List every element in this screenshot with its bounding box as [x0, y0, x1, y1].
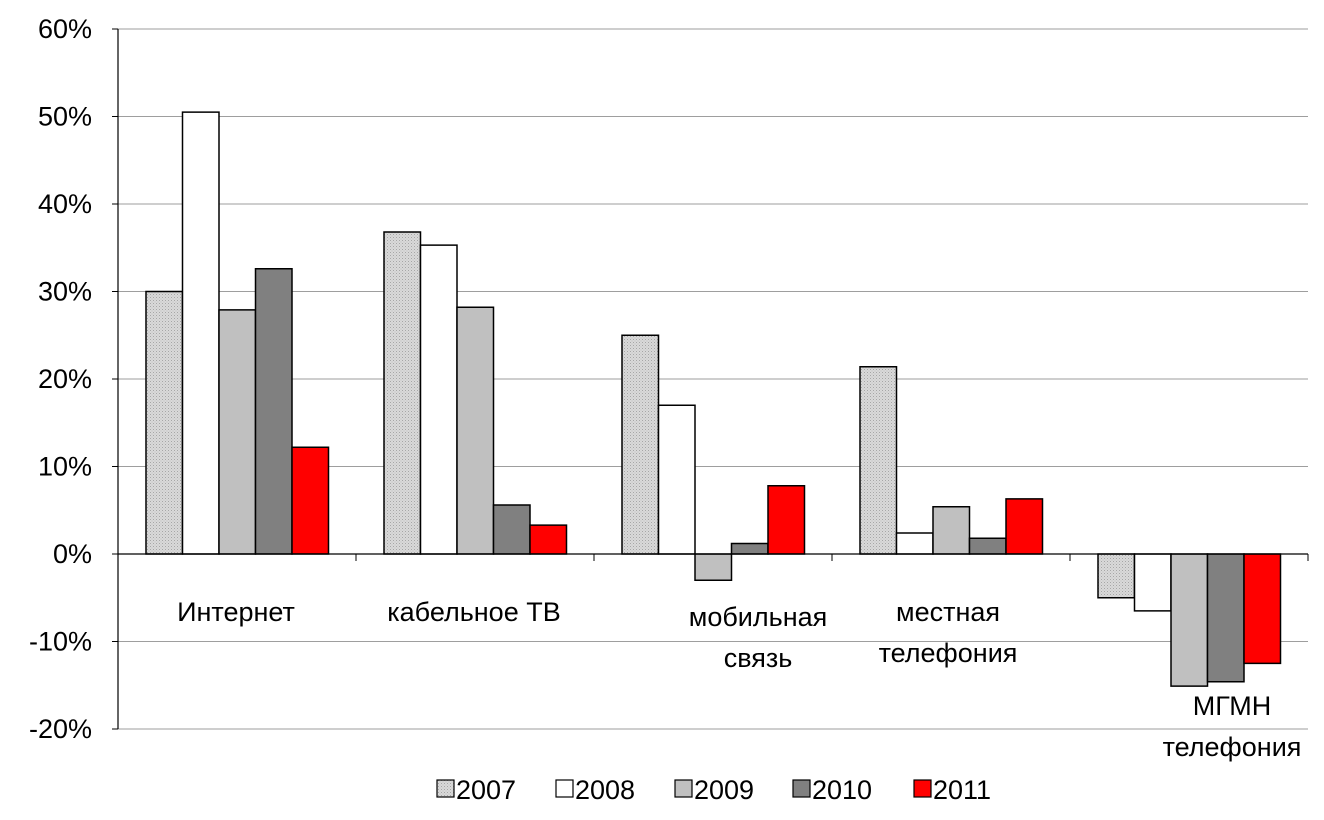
bar-2011-2 — [767, 485, 806, 555]
x-tick-label: МГМН телефония — [1163, 691, 1302, 762]
bar-2007-0 — [145, 290, 184, 555]
bar-2011-0 — [291, 446, 330, 555]
y-tick-label: 60% — [38, 14, 92, 44]
bars — [145, 111, 1282, 687]
bar-2009-4 — [1170, 553, 1209, 687]
legend-label-2008: 2008 — [575, 775, 635, 805]
y-tick-label: 30% — [38, 277, 92, 307]
legend-swatch-2010 — [792, 779, 811, 798]
bar-2008-0 — [181, 111, 220, 555]
bar-2008-4 — [1133, 553, 1172, 612]
bar-2009-1 — [456, 306, 495, 555]
bar-2007-2 — [621, 334, 660, 555]
bar-2010-3 — [968, 537, 1007, 555]
bar-2008-3 — [895, 532, 934, 555]
y-tick-label: 20% — [38, 364, 92, 394]
legend-label-2011: 2011 — [933, 775, 991, 805]
y-tick-label: 40% — [38, 189, 92, 219]
axes — [112, 28, 1309, 730]
bar-2011-3 — [1005, 498, 1044, 555]
x-tick-label: местная телефония — [879, 597, 1018, 668]
legend-swatch-2007 — [436, 779, 455, 798]
bar-2010-4 — [1206, 553, 1245, 683]
bar-2008-2 — [657, 404, 696, 555]
y-tick-label: 0% — [53, 539, 92, 569]
x-tick-label: кабельное ТВ — [387, 597, 560, 627]
labels: -20% -10% 0% 10% 20% 30% 40% 50% 60% Интернет кабе… — [29, 14, 1301, 762]
bar-2008-1 — [419, 244, 458, 555]
bar-2009-2 — [694, 553, 733, 581]
bar-2011-1 — [529, 524, 568, 555]
y-tick-label: -20% — [29, 714, 92, 744]
legend-label-2010: 2010 — [812, 775, 872, 805]
y-tick-label: -10% — [29, 627, 92, 657]
legend: 2007 2008 2009 2010 2011 — [436, 775, 991, 805]
legend-swatch-2008 — [555, 779, 574, 798]
y-tick-label: 10% — [38, 452, 92, 482]
legend-swatch-2011 — [913, 779, 932, 798]
legend-swatch-2009 — [674, 779, 693, 798]
bar-2010-0 — [254, 268, 293, 555]
x-tick-label: Интернет — [177, 597, 295, 627]
legend-label-2007: 2007 — [456, 775, 516, 805]
bar-2007-3 — [859, 366, 898, 555]
bar-2011-4 — [1243, 553, 1282, 665]
bar-2010-1 — [492, 504, 531, 555]
x-tick-label: мобильная связь — [689, 602, 828, 673]
bar-2009-0 — [218, 309, 257, 555]
bar-2007-1 — [383, 231, 422, 555]
legend-label-2009: 2009 — [694, 775, 754, 805]
y-tick-label: 50% — [38, 102, 92, 132]
bar-2010-2 — [730, 542, 769, 555]
bar-2007-4 — [1097, 553, 1136, 599]
bar-2009-3 — [932, 506, 971, 555]
